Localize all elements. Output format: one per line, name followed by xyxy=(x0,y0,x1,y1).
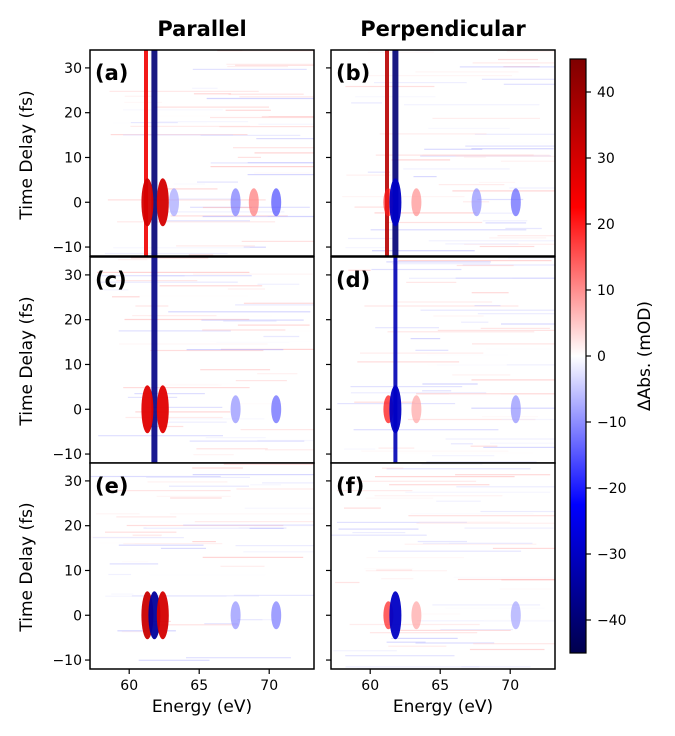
feature-transient-63.3eV xyxy=(411,395,422,424)
panel-b: (b) xyxy=(326,49,556,261)
panel-label: (f) xyxy=(336,474,364,498)
feature-transient-67.6eV xyxy=(471,188,482,217)
colorbar-tick-label: −20 xyxy=(597,481,627,497)
panel-label: (c) xyxy=(95,268,127,292)
feature-transient-70.5eV xyxy=(271,188,282,217)
panel-c: −10 0 10 20 30 (c) xyxy=(52,256,315,468)
panel-label: (e) xyxy=(95,474,128,498)
colorbar-tick-label: 0 xyxy=(597,349,606,365)
x-tick-label: 70 xyxy=(501,678,519,694)
y-tick-label: −10 xyxy=(52,240,82,256)
x-axis-label-right: Energy (eV) xyxy=(393,697,493,717)
panel-label: (d) xyxy=(336,268,370,292)
y-tick-label: 10 xyxy=(64,563,82,579)
feature-static-61.8eV xyxy=(151,50,158,256)
x-tick-label: 60 xyxy=(361,678,379,694)
feature-static-61.2eV xyxy=(144,50,148,256)
colorbar-tick-label: 30 xyxy=(597,151,615,167)
y-tick-label: 0 xyxy=(73,195,82,211)
feature-transient-67.6eV xyxy=(230,188,241,217)
feature-transient-61.8eV xyxy=(389,591,402,640)
colorbar-ticks: 40 30 20 10 0 −10 −20 −30 −40 xyxy=(586,85,627,629)
feature-transient-67.6eV xyxy=(230,395,241,424)
panel-grid: −10 0 10 20 30 (a) (b) −10 0 10 20 30 (c) (d) −10 0 10 20… xyxy=(52,49,556,694)
feature-static-61.8eV xyxy=(393,257,398,463)
feature-transient-61.8eV xyxy=(389,178,402,227)
colorbar-label: ΔAbs. (mOD) xyxy=(635,301,655,411)
column-title-perpendicular: Perpendicular xyxy=(360,17,526,41)
y-tick-label: −10 xyxy=(52,653,82,669)
panel-f: 60 65 70 (f) xyxy=(326,462,556,694)
y-tick-label: −10 xyxy=(52,447,82,463)
feature-transient-62.4eV xyxy=(156,178,169,227)
feature-transient-68.9eV xyxy=(248,188,259,217)
panel-a: −10 0 10 20 30 (a) xyxy=(52,49,315,261)
colorbar-tick-label: −40 xyxy=(597,613,627,629)
x-axis-label-left: Energy (eV) xyxy=(152,697,252,717)
y-axis-label-row-1: Time Delay (fs) xyxy=(17,90,37,220)
y-axis-label-row-3: Time Delay (fs) xyxy=(17,502,37,632)
y-tick-label: 20 xyxy=(64,313,82,329)
feature-transient-61.3eV xyxy=(141,178,154,227)
feature-static-61.2eV xyxy=(385,50,389,256)
column-title-parallel: Parallel xyxy=(157,17,246,41)
feature-transient-62.4eV xyxy=(156,385,169,434)
feature-transient-61.8eV xyxy=(148,591,161,640)
feature-static-61.8eV xyxy=(392,50,399,256)
x-tick-label: 70 xyxy=(260,678,278,694)
y-tick-label: 30 xyxy=(64,268,82,284)
y-tick-label: 10 xyxy=(64,357,82,373)
feature-transient-70.5eV xyxy=(271,395,282,424)
feature-transient-62.4eV xyxy=(156,591,169,640)
y-tick-label: 20 xyxy=(64,106,82,122)
feature-transient-63.2eV xyxy=(169,188,179,217)
panel-label: (b) xyxy=(336,61,370,85)
feature-transient-70.4eV xyxy=(510,188,521,217)
x-tick-label: 65 xyxy=(431,678,449,694)
feature-transient-61.3eV xyxy=(141,385,154,434)
feature-transient-70.5eV xyxy=(271,601,282,630)
feature-transient-63.3eV xyxy=(411,601,422,630)
feature-transient-61.8eV xyxy=(389,385,402,434)
y-tick-label: 0 xyxy=(73,402,82,418)
feature-static-61.8eV xyxy=(151,257,158,463)
feature-transient-70.4eV xyxy=(510,601,521,630)
colorbar xyxy=(569,58,587,654)
y-tick-label: 20 xyxy=(64,519,82,535)
panel-e: −10 0 10 20 30 60 65 70 (e) xyxy=(52,462,315,694)
panel-label: (a) xyxy=(95,61,128,85)
colorbar-tick-label: −10 xyxy=(597,415,627,431)
colorbar-tick-label: 40 xyxy=(597,85,615,101)
feature-transient-67.6eV xyxy=(230,601,241,630)
feature-transient-63.3eV xyxy=(411,188,422,217)
y-tick-label: 30 xyxy=(64,474,82,490)
colorbar-tick-label: −30 xyxy=(597,547,627,563)
y-tick-label: 10 xyxy=(64,150,82,166)
y-axis-label-row-2: Time Delay (fs) xyxy=(17,296,37,426)
y-tick-label: 0 xyxy=(73,608,82,624)
y-tick-label: 30 xyxy=(64,61,82,77)
colorbar-tick-label: 10 xyxy=(597,283,615,299)
feature-transient-70.4eV xyxy=(510,395,521,424)
x-tick-label: 60 xyxy=(120,678,138,694)
x-tick-label: 65 xyxy=(190,678,208,694)
colorbar-tick-label: 20 xyxy=(597,217,615,233)
